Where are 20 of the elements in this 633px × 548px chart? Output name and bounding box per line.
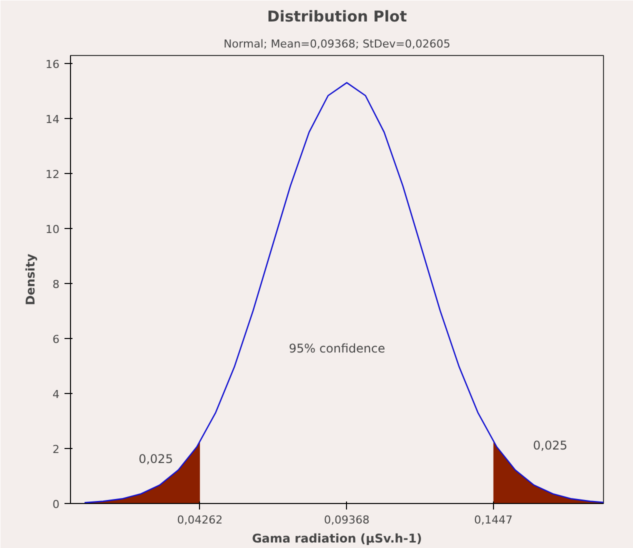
y-axis-title: Density (24, 254, 38, 306)
annotation: 95% confidence (288, 342, 386, 356)
y-tick-label: 8 (52, 278, 60, 292)
y-tick-label: 4 (52, 388, 60, 402)
y-tick-label: 6 (52, 333, 60, 346)
chart-subtitle: Normal; Mean=0,09368; StDev=0,02605 (224, 38, 450, 50)
y-tick-label: 10 (46, 223, 60, 236)
chart-title: Distribution Plot (267, 8, 407, 26)
x-tick-label: 0,09368 (324, 514, 370, 526)
y-tick-label: 16 (46, 58, 60, 72)
y-tick-label: 12 (46, 168, 60, 182)
x-axis-title: Gama radiation (µSv.h-1) (252, 532, 422, 546)
y-tick-label: 0 (52, 498, 60, 511)
annotation: 0,025 (138, 452, 173, 466)
line-series (84, 82, 604, 504)
y-tick-label: 14 (46, 113, 60, 126)
x-tick-label: 0,1447 (474, 514, 513, 526)
x-tick-label: 0,04262 (177, 514, 223, 526)
annotation: 0,025 (533, 438, 568, 453)
y-tick-label: 2 (52, 443, 60, 456)
